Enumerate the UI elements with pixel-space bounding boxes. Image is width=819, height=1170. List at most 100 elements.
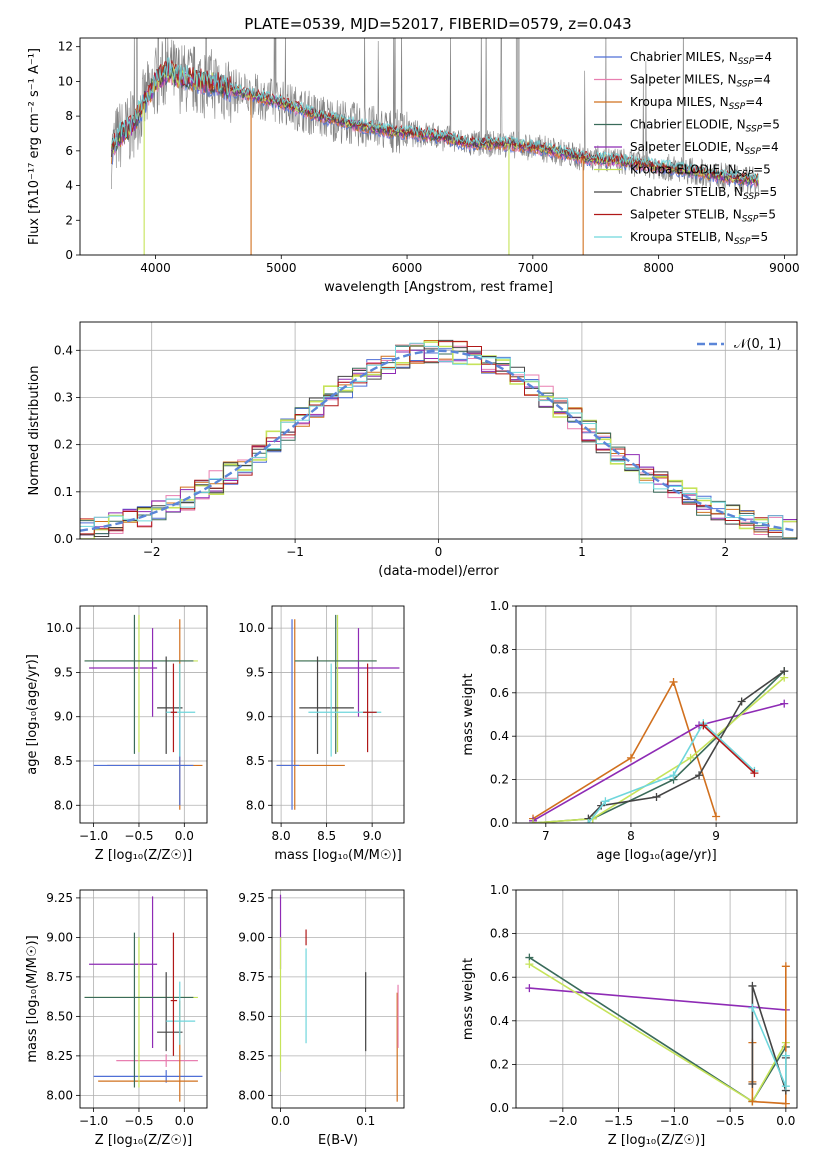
massweight-point-kroupa_miles — [669, 677, 678, 686]
massweight-point-chabrier_stelib — [695, 771, 704, 780]
tick-label-y: 8.75 — [46, 970, 73, 984]
tick-label-y: 2 — [65, 213, 73, 227]
axes-frame — [79, 321, 798, 540]
tick-label-y: 0.4 — [490, 729, 509, 743]
tick-label-x: 8000 — [643, 261, 674, 275]
tick-label-y: 0.6 — [490, 686, 509, 700]
panel-spectrum: 4000 5000 6000 7000 8000 9000 0 2 4 6 8 10 12 wavelen… — [27, 37, 800, 295]
tick-label-x: 8.0 — [272, 829, 291, 843]
tick-label-y: 0.8 — [490, 927, 509, 941]
y-axis-label: mass weight — [461, 673, 476, 755]
tick-label-y: 4 — [65, 179, 73, 193]
x-axis-label: mass [log₁₀(M/M☉)] — [274, 848, 401, 863]
legend-subscript: SSP — [737, 80, 754, 90]
figure-title: PLATE=0539, MJD=52017, FIBERID=0579, z=0… — [244, 15, 631, 33]
massweight-point-kroupa_stelib — [781, 1051, 790, 1060]
massweight-point-kroupa_stelib — [669, 771, 678, 780]
massweight-point-kroupa_stelib — [584, 819, 593, 823]
tick-label-x: −0.5 — [124, 1114, 153, 1128]
massweight-point-chabrier_stelib — [748, 981, 757, 990]
tick-label-y: 0 — [65, 248, 73, 262]
massweight-point-kroupa_elodie — [686, 753, 695, 762]
tick-label-y: 0.8 — [490, 642, 509, 656]
panel-massweight_vs_z: −2.0 −1.5 −1.0 −0.5 0.0 0.0 0.2 0.4 0.6 0.8 1.0 Z [… — [461, 883, 798, 1148]
massweight-line-kroupa_miles — [751, 966, 787, 1105]
legend-label-rest: =4 — [761, 140, 779, 154]
legend-subscript: SSP — [742, 215, 759, 225]
tick-label-x: −1.0 — [79, 829, 108, 843]
tick-label-y: 8.0 — [246, 798, 265, 812]
x-axis-label: E(B-V) — [318, 1133, 358, 1148]
massweight-point-kroupa_miles — [748, 1097, 757, 1106]
massweight-line-kroupa_miles — [532, 679, 717, 820]
tick-label-x: 8 — [627, 829, 635, 843]
massweight-point-chabrier_stelib — [652, 792, 661, 801]
massweight-point-kroupa_stelib — [601, 797, 610, 806]
massweight-line-salpeter_elodie — [532, 702, 785, 822]
tick-label-y: 0.3 — [54, 390, 73, 404]
tick-label-x: −0.5 — [124, 829, 153, 843]
axes-frame — [271, 605, 405, 824]
legend-label: Kroupa STELIB, NSSP=5 — [630, 230, 768, 247]
legend-subscript: SSP — [744, 147, 761, 157]
massweight-point-salpeter_elodie — [780, 699, 789, 708]
y-axis-label: mass weight — [461, 958, 476, 1040]
plot-area — [80, 339, 797, 539]
plot-area — [276, 614, 400, 810]
tick-label-x: 9000 — [769, 261, 800, 275]
tick-label-y: 0.2 — [490, 1057, 509, 1071]
tick-label-x: 0 — [435, 545, 443, 559]
tick-label-x: −1.0 — [660, 1114, 689, 1128]
axes-frame — [79, 37, 798, 256]
massweight-point-kroupa_elodie — [525, 960, 534, 969]
legend-subscript: SSP — [734, 237, 751, 247]
tick-label-y: 9.0 — [246, 710, 265, 724]
legend-label-rest: =5 — [762, 118, 780, 132]
massweight-line-kroupa_elodie — [528, 963, 787, 1103]
y-axis-label: age [log₁₀(age/yr)] — [25, 654, 40, 775]
x-axis-label: Z [log₁₀(Z/Z☉)] — [608, 1133, 705, 1148]
plot-area — [529, 667, 789, 823]
legend-subscript: SSP — [738, 57, 755, 67]
panel-age_vs_mass: 8.0 8.5 9.0 8.0 8.5 9.0 9.5 10.0 mass [log₁₀(M/M… — [238, 605, 405, 863]
plot-area — [525, 953, 790, 1108]
plot-area — [110, 38, 760, 255]
tick-label-y: 1.0 — [490, 883, 509, 897]
tick-label-y: 8 — [65, 109, 73, 123]
tick-label-y: 0.4 — [54, 343, 73, 357]
normal-curve-line — [80, 349, 797, 532]
massweight-point-kroupa_stelib — [748, 1003, 757, 1012]
massweight-point-kroupa_miles — [626, 753, 635, 762]
legend-label: Chabrier MILES, NSSP=4 — [630, 50, 772, 67]
y-axis-label: Normed distribution — [27, 366, 42, 496]
massweight-point-salpeter_elodie — [525, 984, 534, 993]
tick-label-y: 9.25 — [46, 891, 73, 905]
tick-label-y: 9.00 — [238, 930, 265, 944]
tick-label-x: 9 — [712, 829, 720, 843]
axes-frame — [271, 889, 405, 1109]
legend-label-rest: =5 — [760, 185, 778, 199]
tick-label-x: −2.0 — [548, 1114, 577, 1128]
tick-label-y: 0.0 — [490, 1101, 509, 1115]
legend-label-rest: =5 — [753, 163, 771, 177]
tick-label-y: 9.5 — [246, 665, 265, 679]
tick-label-x: −2 — [143, 545, 161, 559]
tick-label-y: 0.0 — [54, 532, 73, 546]
tick-label-y: 9.00 — [46, 930, 73, 944]
tick-label-y: 8.50 — [46, 1009, 73, 1023]
x-axis-label: wavelength [Angstrom, rest frame] — [324, 280, 553, 295]
tick-label-y: 8.50 — [238, 1009, 265, 1023]
legend-label-rest: =4 — [745, 95, 763, 109]
tick-label-y: 0.4 — [490, 1014, 509, 1028]
tick-label-y: 0.2 — [54, 438, 73, 452]
massweight-line-chabrier_elodie — [528, 956, 787, 1103]
massweight-point-kroupa_elodie — [529, 819, 538, 823]
x-axis-label: Z [log₁₀(Z/Z☉)] — [95, 1133, 192, 1148]
tick-label-x: 7000 — [518, 261, 549, 275]
panel-mass_vs_z: −1.0 −0.5 0.0 8.00 8.25 8.50 8.75 9.00 9.25 Z [lo… — [25, 889, 208, 1148]
tick-label-y: 8.25 — [46, 1049, 73, 1063]
plot-area — [84, 896, 203, 1102]
legend-subscript: SSP — [746, 125, 763, 135]
legend-label: Chabrier ELODIE, NSSP=5 — [630, 118, 780, 135]
